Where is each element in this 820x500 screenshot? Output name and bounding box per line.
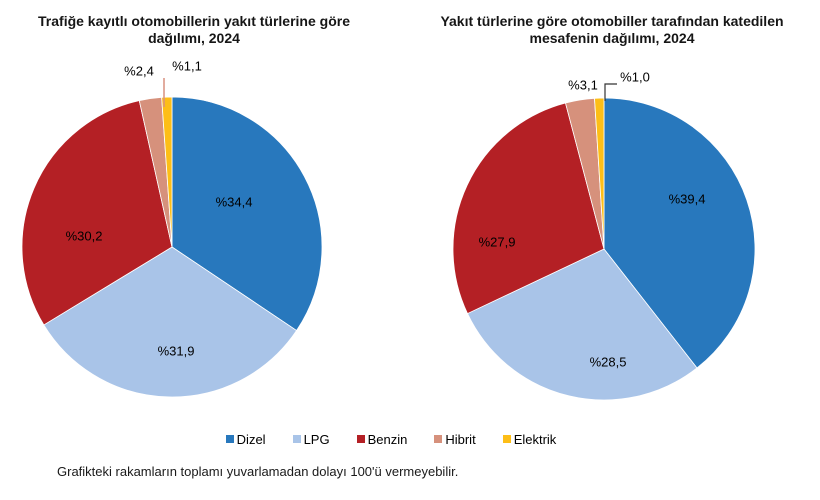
legend: Dizel LPG Benzin Hibrit Elektrik <box>10 430 772 448</box>
pie-slice-benzin <box>452 102 605 314</box>
legend-swatch-icon <box>292 435 301 443</box>
legend-label: Hibrit <box>445 431 476 447</box>
slice-label-hibrit: %3,1 <box>568 78 598 93</box>
left-chart-title-line1: Trafiğe kayıtlı otomobillerin yakıt türl… <box>38 13 350 29</box>
legend-item-benzin: Benzin <box>356 431 408 447</box>
slice-label-elektrik: %1,0 <box>620 70 650 85</box>
legend-swatch-icon <box>225 435 234 443</box>
right-pie-leader-line <box>604 83 617 101</box>
right-pie: %39,4 %28,5 %27,9 %3,1 %1,0 <box>452 70 756 401</box>
pie-charts-svg: %34,4%31,9%30,2%2,4 %1,1%39,4%28,5%27,9%3… <box>21 59 756 401</box>
slice-label-hibrit: %2,4 <box>124 64 154 79</box>
right-chart-title-line2: mesafenin dağılımı, 2024 <box>529 30 695 46</box>
legend-item-lpg: LPG <box>292 431 330 447</box>
pie-slice-dizel <box>603 97 756 369</box>
pie-slice-dizel <box>171 96 323 331</box>
slice-label-lpg: %31,9 <box>158 344 195 359</box>
legend-swatch-icon <box>434 435 443 443</box>
slice-label-elektrik: %1,1 <box>172 59 202 74</box>
left-pie: %34,4 %31,9 %30,2 %2,4 %1,1 <box>21 59 323 398</box>
legend-item-dizel: Dizel <box>225 431 266 447</box>
slice-label-lpg: %28,5 <box>590 355 627 370</box>
left-chart-title-line2: dağılımı, 2024 <box>148 30 240 46</box>
right-chart-title-line1: Yakıt türlerine göre otomobiller tarafın… <box>440 13 784 29</box>
right-chart-title: Yakıt türlerine göre otomobiller tarafın… <box>426 13 798 47</box>
legend-item-hibrit: Hibrit <box>434 431 476 447</box>
pie-slice-lpg <box>43 246 297 398</box>
slice-label-benzin: %27,9 <box>479 235 516 250</box>
slice-label-benzin: %30,2 <box>66 229 103 244</box>
legend-item-elektrik: Elektrik <box>502 431 557 447</box>
pie-slice-elektrik <box>594 97 605 250</box>
left-chart-title: Trafiğe kayıtlı otomobillerin yakıt türl… <box>18 13 370 47</box>
legend-label: Benzin <box>367 431 408 447</box>
slice-label-dizel: %34,4 <box>216 195 253 210</box>
legend-label: LPG <box>303 431 330 447</box>
legend-swatch-icon <box>356 435 365 443</box>
legend-label: Dizel <box>236 431 266 447</box>
pie-slice-elektrik <box>161 96 173 248</box>
footnote: Grafikteki rakamların toplamı yuvarlamad… <box>57 464 459 479</box>
legend-swatch-icon <box>502 435 511 443</box>
slice-label-dizel: %39,4 <box>669 192 706 207</box>
pie-slice-benzin <box>21 100 173 326</box>
legend-label: Elektrik <box>513 431 557 447</box>
